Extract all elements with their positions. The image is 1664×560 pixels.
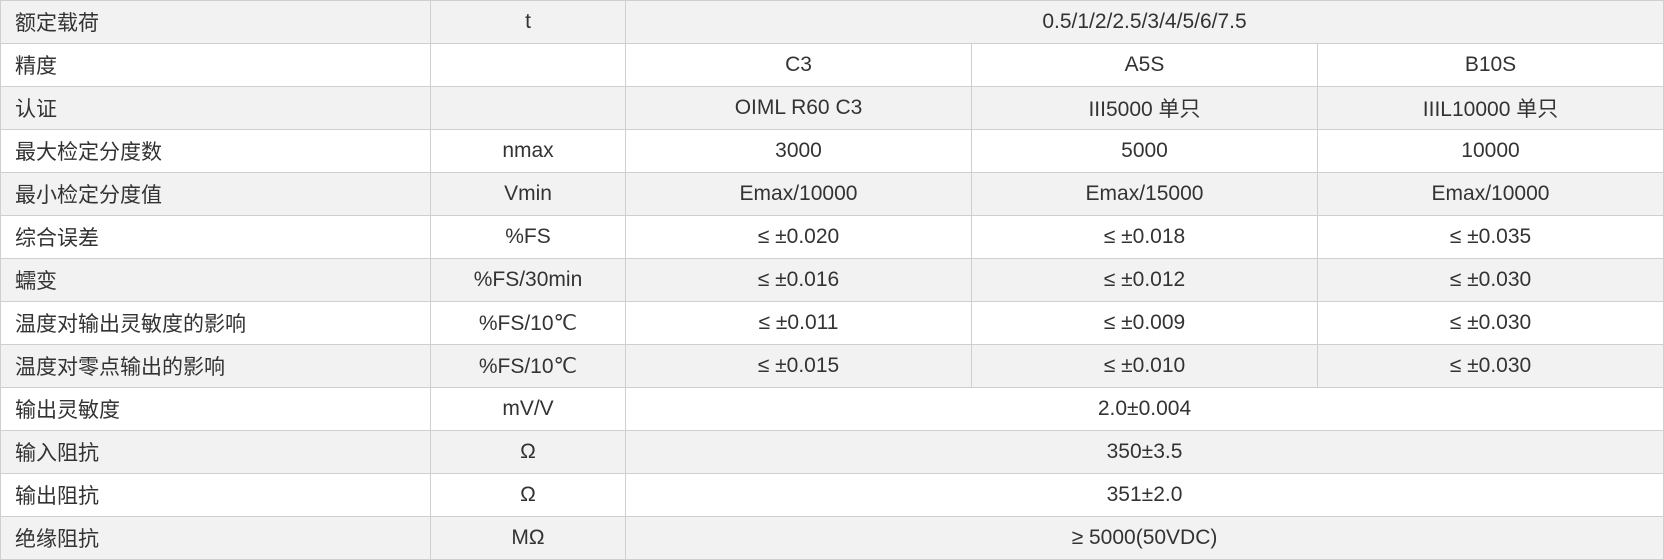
table-row: 输入阻抗 Ω 350±3.5 [1,431,1664,474]
param-cell: 输入阻抗 [1,431,431,474]
spec-table: 额定载荷 t 0.5/1/2/2.5/3/4/5/6/7.5 精度 C3 A5S… [0,0,1664,560]
value-cell: Emax/10000 [1318,173,1664,216]
param-cell: 最大检定分度数 [1,130,431,173]
table-row: 综合误差 %FS ≤ ±0.020 ≤ ±0.018 ≤ ±0.035 [1,216,1664,259]
table-row: 输出阻抗 Ω 351±2.0 [1,474,1664,517]
unit-cell: nmax [431,130,626,173]
unit-cell: Ω [431,474,626,517]
value-cell: 5000 [972,130,1318,173]
value-cell: ≤ ±0.030 [1318,259,1664,302]
value-cell: Emax/10000 [626,173,972,216]
value-cell: ≤ ±0.016 [626,259,972,302]
table-row: 温度对输出灵敏度的影响 %FS/10℃ ≤ ±0.011 ≤ ±0.009 ≤ … [1,302,1664,345]
value-cell: 351±2.0 [626,474,1664,517]
param-cell: 额定载荷 [1,1,431,44]
value-cell: ≤ ±0.009 [972,302,1318,345]
value-cell: OIML R60 C3 [626,87,972,130]
unit-cell [431,44,626,87]
table-row: 额定载荷 t 0.5/1/2/2.5/3/4/5/6/7.5 [1,1,1664,44]
unit-cell: Ω [431,431,626,474]
value-cell: A5S [972,44,1318,87]
value-cell: 0.5/1/2/2.5/3/4/5/6/7.5 [626,1,1664,44]
param-cell: 综合误差 [1,216,431,259]
value-cell: 10000 [1318,130,1664,173]
value-cell: Emax/15000 [972,173,1318,216]
param-cell: 绝缘阻抗 [1,517,431,560]
value-cell: 350±3.5 [626,431,1664,474]
value-cell: C3 [626,44,972,87]
unit-cell: Vmin [431,173,626,216]
param-cell: 精度 [1,44,431,87]
param-cell: 输出阻抗 [1,474,431,517]
unit-cell: %FS [431,216,626,259]
unit-cell: t [431,1,626,44]
unit-cell: %FS/30min [431,259,626,302]
value-cell: ≤ ±0.035 [1318,216,1664,259]
table-row: 蠕变 %FS/30min ≤ ±0.016 ≤ ±0.012 ≤ ±0.030 [1,259,1664,302]
table-row: 最大检定分度数 nmax 3000 5000 10000 [1,130,1664,173]
param-cell: 最小检定分度值 [1,173,431,216]
spec-table-body: 额定载荷 t 0.5/1/2/2.5/3/4/5/6/7.5 精度 C3 A5S… [1,1,1664,560]
table-row: 绝缘阻抗 MΩ ≥ 5000(50VDC) [1,517,1664,560]
value-cell: ≤ ±0.010 [972,345,1318,388]
table-row: 输出灵敏度 mV/V 2.0±0.004 [1,388,1664,431]
param-cell: 温度对输出灵敏度的影响 [1,302,431,345]
value-cell: III5000 单只 [972,87,1318,130]
unit-cell: mV/V [431,388,626,431]
value-cell: ≥ 5000(50VDC) [626,517,1664,560]
unit-cell [431,87,626,130]
value-cell: B10S [1318,44,1664,87]
param-cell: 蠕变 [1,259,431,302]
value-cell: ≤ ±0.020 [626,216,972,259]
value-cell: 2.0±0.004 [626,388,1664,431]
unit-cell: MΩ [431,517,626,560]
value-cell: IIIL10000 单只 [1318,87,1664,130]
value-cell: ≤ ±0.030 [1318,345,1664,388]
param-cell: 温度对零点输出的影响 [1,345,431,388]
value-cell: ≤ ±0.011 [626,302,972,345]
param-cell: 输出灵敏度 [1,388,431,431]
unit-cell: %FS/10℃ [431,345,626,388]
value-cell: ≤ ±0.030 [1318,302,1664,345]
value-cell: ≤ ±0.015 [626,345,972,388]
table-row: 温度对零点输出的影响 %FS/10℃ ≤ ±0.015 ≤ ±0.010 ≤ ±… [1,345,1664,388]
value-cell: 3000 [626,130,972,173]
param-cell: 认证 [1,87,431,130]
table-row: 最小检定分度值 Vmin Emax/10000 Emax/15000 Emax/… [1,173,1664,216]
table-row: 认证 OIML R60 C3 III5000 单只 IIIL10000 单只 [1,87,1664,130]
value-cell: ≤ ±0.018 [972,216,1318,259]
table-row: 精度 C3 A5S B10S [1,44,1664,87]
value-cell: ≤ ±0.012 [972,259,1318,302]
unit-cell: %FS/10℃ [431,302,626,345]
